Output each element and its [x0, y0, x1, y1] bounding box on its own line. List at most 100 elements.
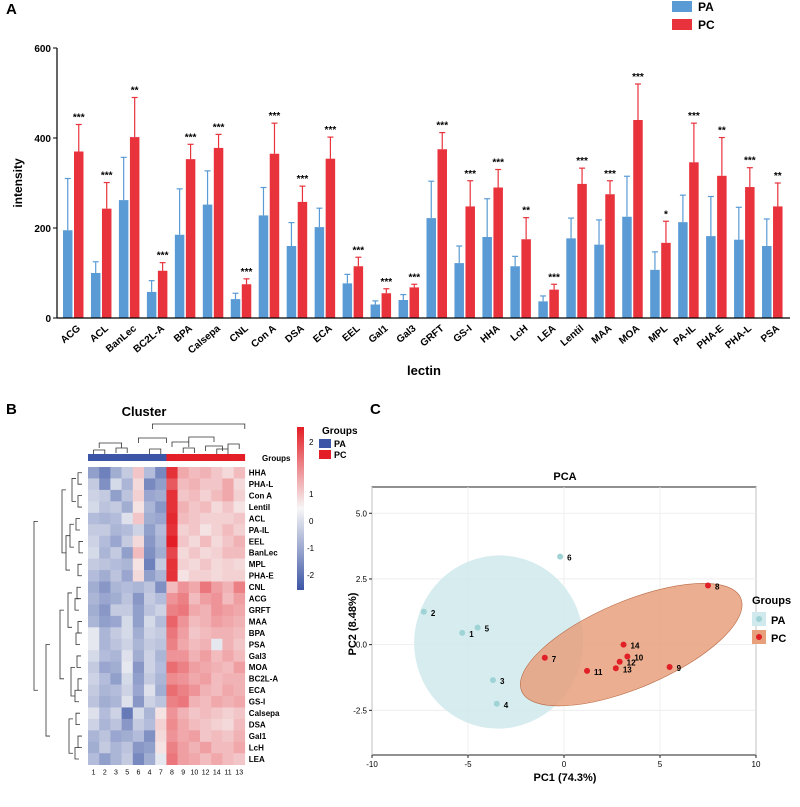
- heatmap-cell: [144, 638, 156, 651]
- column-dendrogram-branch: [151, 423, 246, 429]
- heatmap-cell: [121, 547, 134, 559]
- heatmap-cell: [110, 661, 122, 674]
- heatmap-cell: [155, 615, 167, 628]
- heatmap-cell: [99, 684, 111, 697]
- heatmap-cell: [177, 707, 190, 720]
- heatmap-cell: [166, 696, 178, 708]
- heatmap-cell: [88, 615, 100, 628]
- y-tick-label: 0: [45, 314, 51, 325]
- group-cell-pa: [99, 454, 111, 461]
- heatmap-cell: [88, 489, 100, 502]
- x-axis-title: lectin: [407, 363, 441, 378]
- heatmap-col-label: 11: [224, 770, 231, 777]
- heatmap-cell: [155, 604, 167, 617]
- heatmap-cell: [222, 581, 234, 594]
- heatmap-cell: [200, 718, 212, 731]
- heatmap-cell: [188, 627, 201, 640]
- bar-pa: [622, 216, 632, 318]
- heatmap-cell: [233, 707, 246, 720]
- heatmap-cell: [144, 707, 156, 720]
- heatmap-cell: [177, 467, 190, 479]
- heatmap-cell: [211, 753, 223, 765]
- row-dendrogram-branch: [69, 523, 74, 548]
- row-dendrogram-branch: [71, 478, 76, 502]
- heatmap-cell: [200, 661, 212, 674]
- heatmap-cell: [144, 684, 156, 697]
- heatmap-cell: [155, 489, 167, 502]
- bar-pa: [230, 299, 241, 318]
- bar-pc: [465, 206, 475, 318]
- heatmap-cell: [188, 684, 201, 697]
- significance-label: ***: [353, 245, 365, 256]
- heatmap-cell: [110, 489, 122, 502]
- column-dendrogram-branch: [205, 445, 223, 451]
- bar-pc: [353, 266, 364, 318]
- heatmap-cell: [200, 753, 212, 765]
- row-dendrogram-branch: [33, 520, 38, 691]
- significance-label: ***: [325, 125, 337, 136]
- heatmap-row-label: HHA: [249, 469, 267, 478]
- heatmap-cell: [88, 638, 100, 651]
- heatmap-cell: [177, 661, 190, 674]
- heatmap-cell: [188, 730, 201, 743]
- heatmap-cell: [233, 524, 246, 536]
- heatmap-cell: [110, 684, 122, 697]
- group-cell-pc: [222, 454, 234, 461]
- group-cell-pc: [188, 454, 201, 461]
- heatmap-cell: [200, 627, 212, 640]
- row-dendrogram-branch: [77, 621, 82, 634]
- row-dendrogram-branch: [77, 472, 82, 485]
- heatmap-col-label: 6: [136, 770, 140, 777]
- heatmap-cell: [200, 604, 212, 617]
- heatmap-cell: [222, 478, 234, 491]
- heatmap-row-label: PA-IL: [249, 526, 269, 535]
- heatmap-cell: [211, 535, 223, 548]
- heatmap-cell: [110, 638, 122, 651]
- heatmap-cell: [166, 512, 178, 525]
- heatmap-cell: [144, 558, 156, 571]
- heatmap-cell: [132, 535, 145, 548]
- heatmap-cell: [121, 489, 134, 502]
- heatmap-cell: [132, 467, 145, 479]
- heatmap-cell: [166, 684, 178, 697]
- heatmap-cell: [166, 524, 178, 536]
- heatmap-cell: [155, 753, 167, 765]
- heatmap-cell: [233, 650, 246, 662]
- heatmap-cell: [132, 741, 145, 754]
- heatmap-cell: [222, 512, 234, 525]
- pca-point-label: 4: [504, 701, 509, 710]
- heatmap-cell: [200, 638, 212, 651]
- pca-point-pa: [493, 700, 500, 707]
- heatmap-cell: [110, 524, 122, 536]
- heatmap-cell: [132, 696, 145, 708]
- x-tick-label: DSA: [283, 323, 306, 345]
- x-tick-label: Con A: [249, 323, 278, 350]
- heatmap-cell: [155, 501, 167, 514]
- heatmap-cell: [188, 638, 201, 651]
- bar-pa: [146, 291, 157, 318]
- heatmap-cell: [166, 741, 178, 754]
- heatmap-cell: [233, 592, 246, 605]
- heatmap-cell: [121, 627, 134, 640]
- heatmap-cell: [110, 741, 122, 754]
- pca-point-pc: [666, 663, 673, 670]
- x-tick-label: MOA: [617, 323, 642, 346]
- heatmap-cell: [99, 547, 111, 559]
- bar-pc: [157, 270, 168, 318]
- heatmap-cell: [188, 467, 201, 479]
- panel-label-c: C: [370, 401, 381, 418]
- significance-label: ***: [73, 113, 85, 124]
- heatmap-row-label: BanLec: [249, 549, 278, 558]
- group-cell-pc: [166, 454, 178, 461]
- groups-row-label: Groups: [262, 454, 291, 463]
- heatmap-cell: [200, 581, 212, 594]
- heatmap-cell: [155, 684, 167, 697]
- pca-title: PCA: [553, 471, 576, 483]
- heatmap-cell: [166, 627, 178, 640]
- heatmap-cell: [222, 535, 234, 548]
- color-scale-bar: [297, 427, 304, 590]
- bar-pa: [63, 230, 73, 318]
- heatmap-cell: [233, 661, 246, 674]
- heatmap-cell: [177, 570, 190, 582]
- pca-point-pc: [616, 658, 623, 665]
